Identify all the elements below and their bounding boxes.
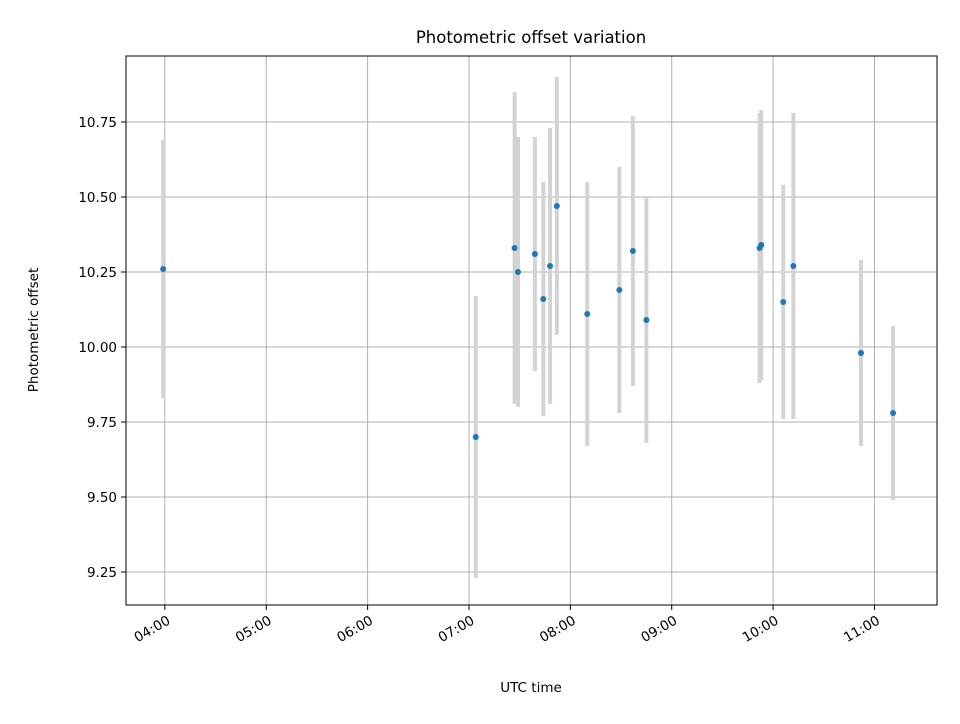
grid-lines <box>126 56 937 605</box>
data-point <box>758 242 765 248</box>
data-point <box>540 296 547 302</box>
y-tick-label: 10.75 <box>78 115 117 131</box>
data-point <box>790 263 797 269</box>
y-tick-label: 10.00 <box>78 340 117 356</box>
data-point <box>780 299 787 305</box>
y-axis-label: Photometric offset <box>26 268 42 392</box>
data-point <box>643 317 650 323</box>
data-point <box>531 251 538 257</box>
data-point <box>514 269 521 275</box>
data-point <box>511 245 518 251</box>
y-tick-label: 9.25 <box>87 565 117 581</box>
data-point <box>857 350 864 356</box>
data-point <box>553 203 560 209</box>
chart-title: Photometric offset variation <box>416 28 646 47</box>
data-points <box>160 203 897 440</box>
y-tick-label: 9.75 <box>87 415 117 431</box>
plot-frame <box>125 55 938 606</box>
data-point <box>547 263 554 269</box>
y-tick-label: 9.50 <box>87 490 117 506</box>
data-point <box>616 287 623 293</box>
data-point <box>472 434 479 440</box>
data-point <box>584 311 591 317</box>
data-point <box>160 266 167 272</box>
y-tick-label: 10.50 <box>78 190 117 206</box>
data-point <box>629 248 636 254</box>
x-axis-label: UTC time <box>500 680 562 696</box>
plot-background <box>126 56 937 605</box>
data-point <box>890 410 897 416</box>
y-axis-ticks: 9.25 9.50 9.75 10.00 10.25 10.50 10.75 <box>78 115 126 581</box>
y-tick-label: 10.25 <box>78 265 117 281</box>
